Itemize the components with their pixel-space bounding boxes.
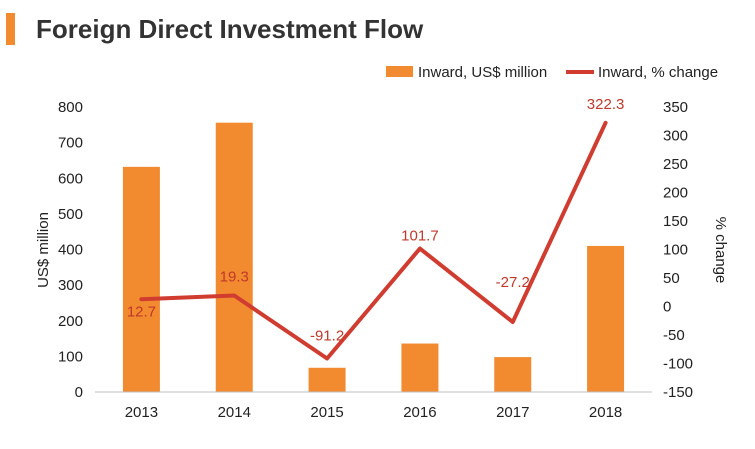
y2-tick-50: 50 — [663, 270, 680, 287]
bar-2015 — [308, 367, 346, 392]
y-tick-600: 600 — [58, 170, 83, 187]
y-tick-700: 700 — [58, 135, 83, 152]
y2-tick-0: 0 — [663, 299, 671, 316]
y-tick-200: 200 — [58, 313, 83, 330]
x-tick-labels: 2013 2014 2015 2016 2017 2018 — [125, 404, 623, 421]
legend: Inward, US$ million Inward, % change — [386, 64, 718, 81]
bar-2014 — [215, 122, 253, 393]
legend-bar-swatch — [386, 66, 413, 77]
y-tick-500: 500 — [58, 206, 83, 223]
x-tick-2017: 2017 — [496, 404, 529, 421]
x-tick-2013: 2013 — [125, 404, 158, 421]
y2-tick--150: -150 — [663, 384, 693, 401]
y-tick-800: 800 — [58, 99, 83, 116]
bar-2017 — [494, 357, 532, 392]
x-tick-2018: 2018 — [589, 404, 622, 421]
y2-tick-350: 350 — [663, 99, 688, 116]
y2-tick-300: 300 — [663, 128, 688, 145]
data-label-2014: 19.3 — [220, 268, 249, 285]
y2-tick--100: -100 — [663, 356, 693, 373]
y2-tick-200: 200 — [663, 185, 688, 202]
y-right-tick-labels: -150 -100 -50 0 50 100 150 200 250 300 350 — [663, 99, 693, 401]
title-accent-bar — [6, 13, 15, 45]
legend-line-label: Inward, % change — [598, 64, 718, 81]
percent-change-series-line — [139, 120, 608, 361]
y-axis-title: US$ million — [35, 212, 52, 288]
bar-2016 — [401, 343, 439, 392]
y2-tick-150: 150 — [663, 213, 688, 230]
x-tick-2014: 2014 — [218, 404, 251, 421]
data-labels: 12.7 19.3 -91.2 101.7 -27.2 322.3 — [127, 96, 625, 345]
y-tick-100: 100 — [58, 348, 83, 365]
y-tick-0: 0 — [75, 384, 83, 401]
y-left-tick-labels: 0 100 200 300 400 500 600 700 800 — [58, 99, 83, 401]
percent-change-line — [139, 120, 608, 361]
bar-2018 — [587, 245, 625, 392]
data-label-2013: 12.7 — [127, 303, 156, 320]
data-label-2015: -91.2 — [310, 327, 344, 344]
y2-tick-100: 100 — [663, 242, 688, 259]
y-tick-300: 300 — [58, 277, 83, 294]
y2-axis-title: % change — [712, 217, 729, 284]
legend-bar-label: Inward, US$ million — [418, 64, 547, 81]
bar-2013 — [122, 166, 160, 392]
data-label-2016: 101.7 — [401, 228, 439, 245]
data-label-2017: -27.2 — [496, 274, 530, 291]
bars — [122, 122, 625, 393]
x-tick-2015: 2015 — [310, 404, 343, 421]
y2-tick-250: 250 — [663, 156, 688, 173]
x-tick-2016: 2016 — [403, 404, 436, 421]
y-tick-400: 400 — [58, 242, 83, 259]
chart-title: Foreign Direct Investment Flow — [36, 14, 424, 44]
data-label-2018: 322.3 — [587, 96, 625, 113]
y2-tick--50: -50 — [663, 327, 685, 344]
